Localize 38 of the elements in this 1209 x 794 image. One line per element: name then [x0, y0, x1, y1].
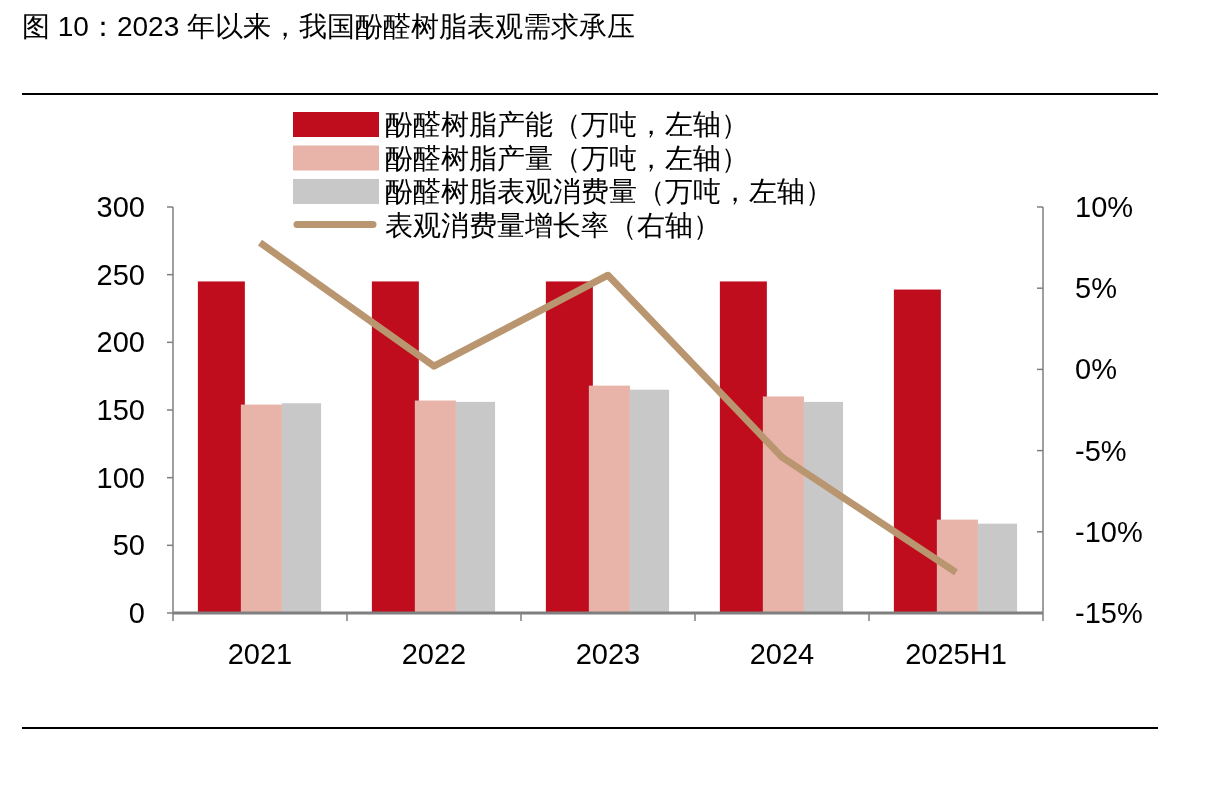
y2-tick-label: 10%: [1075, 191, 1134, 223]
bar: [545, 281, 593, 613]
bar: [629, 389, 670, 613]
bar: [197, 281, 245, 613]
legend-label: 表观消费量增长率（右轴）: [385, 209, 721, 241]
bar: [719, 281, 767, 613]
y2-tick-label: -15%: [1075, 597, 1143, 629]
x-tick-label: 2025H1: [905, 638, 1007, 670]
y-tick-label: 250: [96, 258, 145, 291]
y2-tick-label: 5%: [1075, 272, 1117, 305]
y-tick-label: 200: [96, 326, 145, 359]
bar: [240, 404, 282, 613]
bar: [588, 385, 630, 613]
bar: [977, 523, 1018, 613]
y2-tick-label: -10%: [1075, 515, 1143, 548]
y2-tick-label: 0%: [1075, 353, 1117, 386]
legend-label: 酚醛树脂产量（万吨，左轴）: [385, 142, 749, 174]
chart-title: 图 10：2023 年以来，我国酚醛树脂表观需求承压: [22, 11, 635, 42]
x-tick-label: 2024: [749, 638, 815, 670]
legend-label: 酚醛树脂产能（万吨，左轴）: [385, 109, 749, 140]
bar: [762, 396, 804, 613]
bar: [414, 400, 456, 613]
legend-label: 酚醛树脂表观消费量（万吨，左轴）: [385, 176, 833, 207]
x-tick-label: 2021: [227, 638, 293, 670]
y2-tick-label: -5%: [1075, 434, 1127, 467]
bar: [371, 281, 419, 613]
bar: [455, 401, 496, 613]
bar: [281, 403, 322, 613]
y-tick-label: 150: [96, 394, 145, 426]
x-tick-label: 2022: [401, 638, 467, 670]
y-tick-label: 0: [128, 597, 145, 629]
y-tick-label: 50: [112, 529, 145, 562]
y-tick-label: 300: [96, 191, 145, 223]
x-tick-label: 2023: [575, 638, 641, 670]
bar: [936, 519, 978, 613]
bar: [893, 289, 941, 613]
y-tick-label: 100: [96, 461, 145, 494]
bar: [803, 401, 844, 613]
